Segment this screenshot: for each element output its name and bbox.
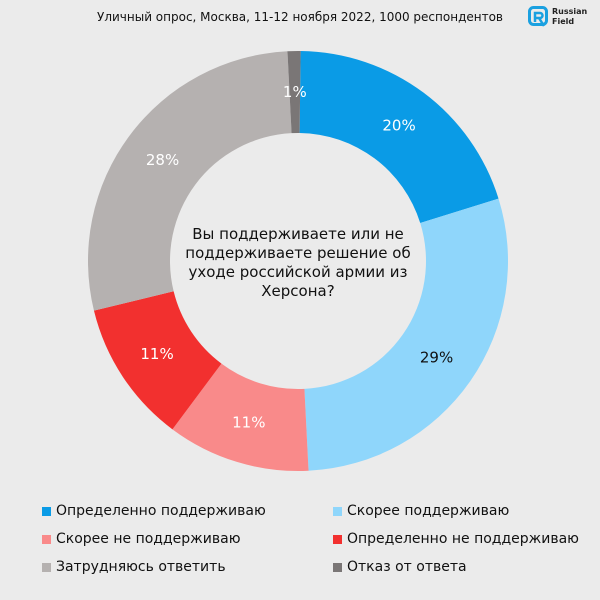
slice-label-4: 28% (146, 151, 179, 169)
slice-label-3: 11% (140, 345, 173, 363)
legend-item: Затрудняюсь ответить (42, 559, 226, 575)
legend-item: Определенно поддерживаю (42, 503, 266, 519)
legend-label: Определенно не поддерживаю (347, 531, 579, 547)
legend-label: Определенно поддерживаю (56, 503, 266, 519)
legend-label: Скорее не поддерживаю (56, 531, 241, 547)
russian-field-logo-icon (528, 6, 548, 27)
logo-text: Russian Field (552, 7, 588, 26)
center-question: Вы поддерживаете или не поддерживаете ре… (185, 225, 411, 300)
slice-4 (88, 51, 292, 311)
chart-title: Уличный опрос, Москва, 11-12 ноября 2022… (97, 10, 503, 24)
legend-item: Определенно не поддерживаю (333, 531, 579, 547)
slice-3 (93, 291, 222, 430)
legend-swatch (42, 506, 51, 516)
legend-item: Скорее поддерживаю (333, 503, 509, 519)
slice-label-1: 29% (420, 349, 453, 367)
slice-label-2: 11% (232, 414, 265, 432)
slice-label-5: 1% (283, 83, 307, 101)
logo: Russian Field (528, 6, 587, 28)
slice-label-0: 20% (382, 117, 415, 135)
legend-swatch (333, 562, 342, 572)
legend-item: Скорее не поддерживаю (42, 531, 240, 547)
legend-swatch (333, 506, 342, 516)
slice-1 (304, 198, 508, 471)
legend-swatch (42, 562, 51, 572)
slice-0 (299, 51, 499, 223)
legend-swatch (42, 534, 51, 544)
legend-label: Затрудняюсь ответить (56, 559, 226, 575)
legend-label: Скорее поддерживаю (347, 503, 510, 519)
legend-label: Отказ от ответа (347, 559, 467, 575)
legend-swatch (333, 534, 342, 544)
slice-5 (287, 51, 301, 134)
slice-2 (172, 363, 309, 471)
legend-item: Отказ от ответа (333, 559, 467, 575)
